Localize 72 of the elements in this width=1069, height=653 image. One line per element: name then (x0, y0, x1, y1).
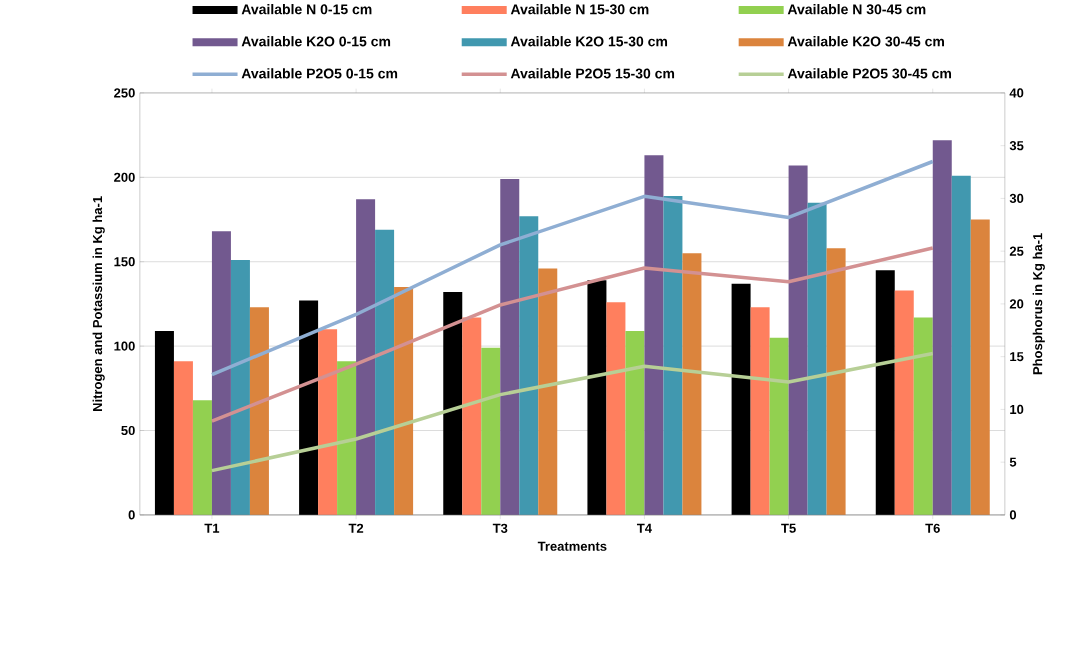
y2-tick-label: 25 (1009, 246, 1024, 256)
line-series (210, 351, 935, 473)
bar (356, 199, 376, 515)
bar (663, 195, 683, 515)
bar (587, 280, 607, 515)
bar (299, 300, 319, 515)
y2-tick-label: 10 (1010, 404, 1024, 414)
y-tick-label: 0 (128, 510, 135, 520)
bar (211, 231, 231, 515)
bar (154, 330, 174, 515)
x-tick-label: T1 (204, 523, 220, 533)
bar (394, 286, 414, 515)
bar (375, 229, 395, 515)
y-tick-label: 250 (114, 88, 135, 98)
legend-label: Available P2O5 15-30 cm (510, 68, 675, 79)
bar (913, 317, 933, 515)
bar (807, 202, 827, 515)
bar (875, 270, 895, 515)
y2-tick-label: 0 (1009, 510, 1017, 520)
y2-tick-label: 30 (1009, 193, 1024, 203)
x-tick-label: T2 (348, 523, 364, 533)
legend-label: Available N 30-45 cm (787, 3, 926, 15)
bar (731, 283, 751, 515)
y2-tick-label: 40 (1009, 88, 1024, 98)
bar (500, 178, 520, 515)
bar (644, 155, 664, 515)
x-tick-label: T6 (925, 523, 940, 533)
bar (894, 290, 914, 515)
bar (625, 330, 645, 515)
legend-label: Available K2O 0-15 cm (241, 35, 391, 47)
y-axis-title: Nitrogen and Potassium in Kg ha-1 (92, 196, 105, 411)
y2-tick-label: 5 (1009, 457, 1017, 467)
y2-tick-label: 35 (1009, 140, 1024, 151)
legend-label: Available N 15-30 cm (510, 3, 649, 15)
legend-label: Available N 0-15 cm (241, 3, 372, 15)
x-axis-title: Treatments (537, 541, 607, 551)
bar (318, 329, 338, 515)
y-tick-label: 150 (114, 256, 135, 267)
legend-label: Available K2O 30-45 cm (787, 35, 944, 47)
bar (443, 291, 463, 515)
bar (481, 347, 501, 515)
bar (769, 337, 789, 515)
bar (970, 219, 990, 515)
bar (682, 253, 702, 515)
y2-axis-title: Phosphorus in Kg ha-1 (1032, 232, 1045, 375)
bar (826, 248, 846, 515)
bar (932, 140, 952, 515)
y2-tick-label: 15 (1010, 351, 1024, 362)
bar (750, 307, 770, 515)
bar (249, 307, 269, 515)
bar (230, 259, 250, 515)
bar (606, 302, 626, 515)
x-tick-label: T4 (636, 523, 652, 533)
x-tick-label: T5 (781, 523, 796, 533)
bar (462, 317, 482, 515)
legend-label: Available P2O5 30-45 cm (787, 68, 952, 79)
bar (337, 361, 357, 515)
bar (538, 268, 558, 515)
y2-tick-label: 20 (1009, 299, 1024, 309)
x-tick-label: T3 (492, 523, 508, 533)
y-tick-label: 50 (121, 425, 135, 435)
line-series (210, 246, 935, 423)
legend-label: Available K2O 15-30 cm (510, 35, 668, 47)
bar (173, 361, 193, 515)
bar (788, 165, 808, 515)
bar (519, 215, 539, 515)
y-tick-label: 200 (114, 172, 135, 182)
bar (951, 175, 971, 515)
legend-label: Available P2O5 0-15 cm (241, 68, 398, 79)
y-tick-label: 100 (114, 341, 135, 351)
line-series (210, 159, 935, 377)
bar (192, 399, 212, 515)
